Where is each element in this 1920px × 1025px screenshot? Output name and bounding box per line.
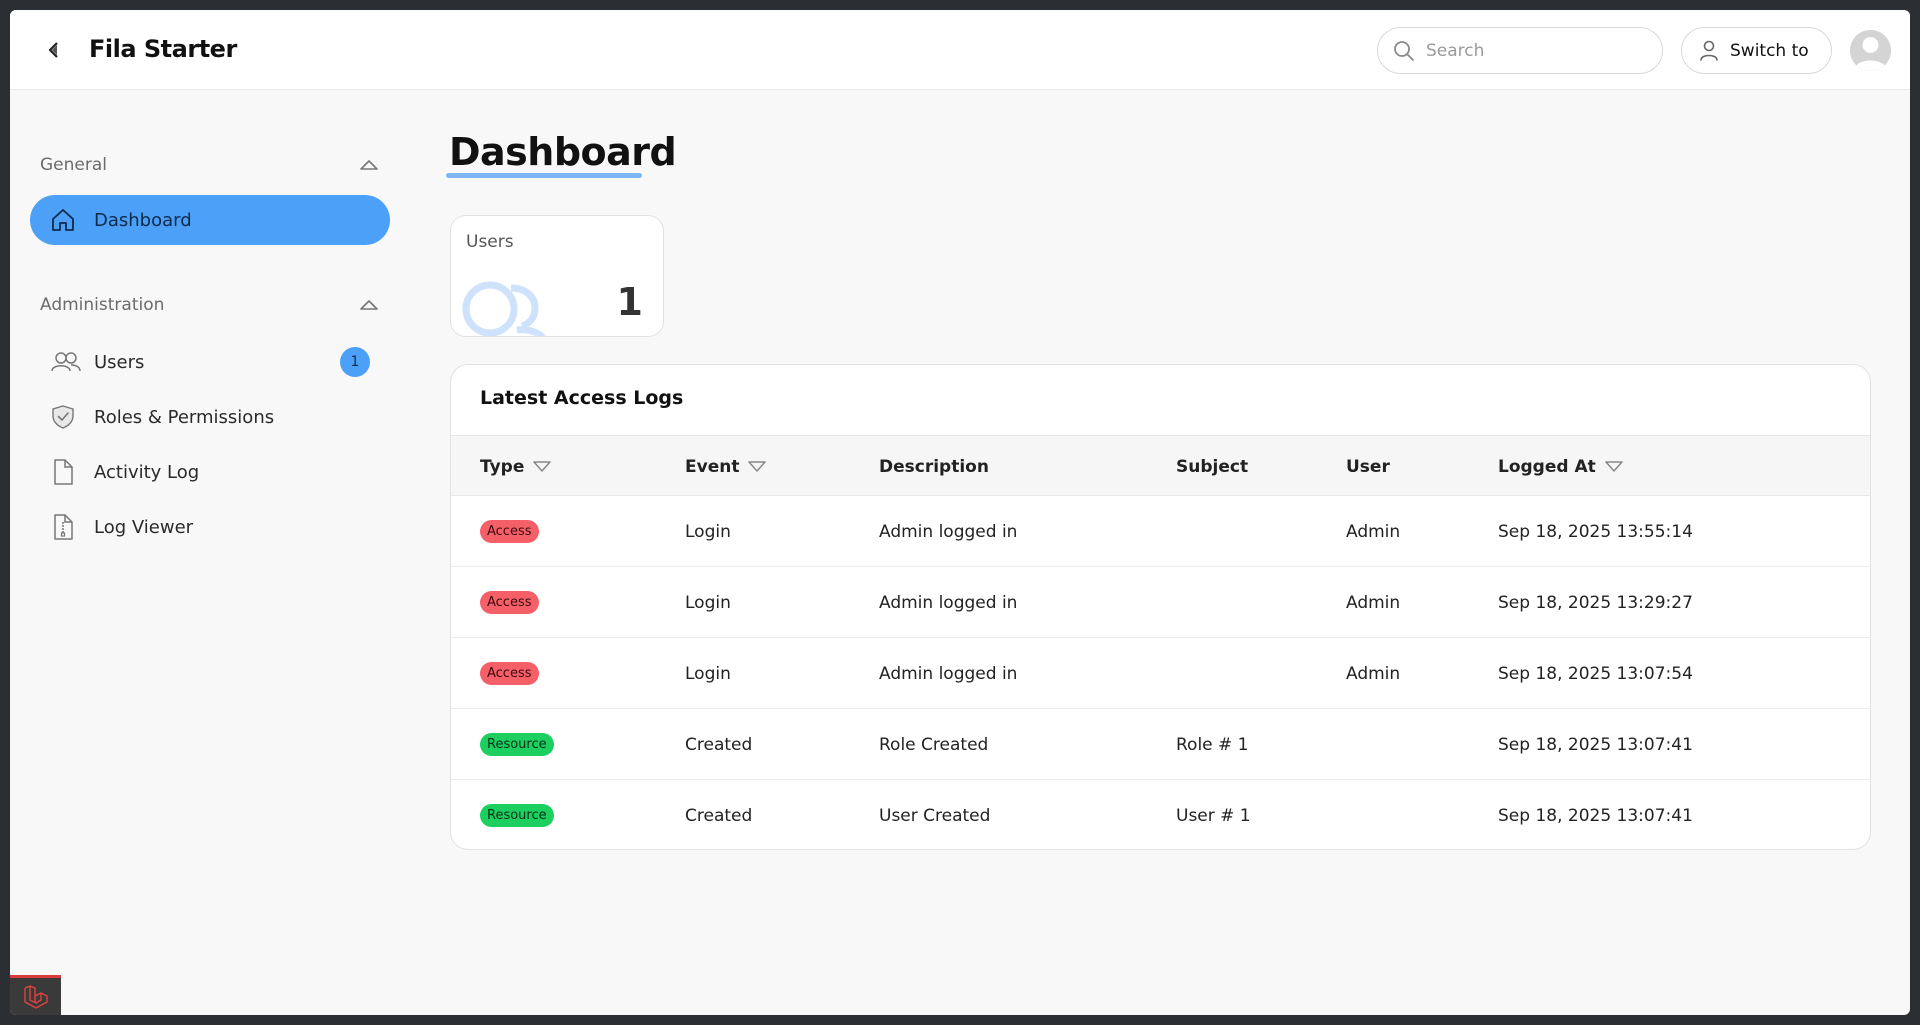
user-cell: Admin bbox=[1346, 592, 1401, 613]
column-label: Description bbox=[879, 456, 989, 477]
user-cell: Admin bbox=[1346, 521, 1401, 542]
users-count-badge: 1 bbox=[340, 347, 370, 377]
sidebar-item-label: Activity Log bbox=[94, 461, 200, 483]
column-header-subject: Subject bbox=[1176, 436, 1248, 497]
event-cell: Login bbox=[685, 663, 731, 684]
sidebar-item-label: Users bbox=[94, 351, 145, 373]
description-cell: Role Created bbox=[879, 734, 989, 755]
laravel-logo-icon bbox=[23, 984, 48, 1009]
table-body: Access Login Admin logged in Admin Sep 1… bbox=[451, 496, 1870, 849]
sort-down-icon bbox=[533, 461, 552, 472]
type-badge: Access bbox=[480, 520, 539, 543]
search-icon bbox=[1394, 40, 1414, 61]
type-badge: Access bbox=[480, 662, 539, 685]
subject-cell: User # 1 bbox=[1176, 805, 1251, 826]
table-row[interactable]: Resource Created User Created User # 1 S… bbox=[451, 780, 1870, 849]
sidebar-item-log-viewer[interactable]: Log Viewer bbox=[30, 502, 390, 552]
sidebar-item-dashboard[interactable]: Dashboard bbox=[30, 195, 390, 245]
sort-down-icon bbox=[1605, 461, 1623, 472]
logged-at-cell: Sep 18, 2025 13:29:27 bbox=[1498, 592, 1693, 613]
column-label: Type bbox=[480, 456, 525, 477]
type-badge: Resource bbox=[480, 733, 554, 756]
collapse-sidebar-button[interactable] bbox=[40, 36, 68, 64]
sidebar-group-label: General bbox=[40, 155, 107, 175]
sidebar: General Dashboard Administration bbox=[10, 90, 400, 1015]
column-label: Subject bbox=[1176, 456, 1249, 477]
switch-to-label: Switch to bbox=[1730, 40, 1809, 61]
user-icon bbox=[1700, 40, 1718, 61]
switch-to-button[interactable]: Switch to bbox=[1681, 27, 1832, 74]
column-label: Event bbox=[685, 456, 740, 477]
column-label: Logged At bbox=[1498, 456, 1596, 477]
table-row[interactable]: Access Login Admin logged in Admin Sep 1… bbox=[451, 496, 1870, 567]
sidebar-group-label: Administration bbox=[40, 295, 165, 315]
sidebar-item-users[interactable]: Users 1 bbox=[30, 337, 390, 387]
chevron-up-icon bbox=[360, 160, 378, 170]
logged-at-cell: Sep 18, 2025 13:07:41 bbox=[1498, 734, 1693, 755]
subject-cell: Role # 1 bbox=[1176, 734, 1249, 755]
users-icon bbox=[50, 350, 82, 374]
stat-label: Users bbox=[466, 232, 514, 252]
shield-check-icon bbox=[50, 404, 82, 430]
description-cell: Admin logged in bbox=[879, 592, 1018, 613]
user-avatar[interactable] bbox=[1850, 30, 1891, 71]
event-cell: Login bbox=[685, 592, 731, 613]
type-badge: Resource bbox=[480, 804, 554, 827]
sidebar-group-general[interactable]: General bbox=[40, 150, 380, 180]
logged-at-cell: Sep 18, 2025 13:07:54 bbox=[1498, 663, 1693, 684]
event-cell: Login bbox=[685, 521, 731, 542]
home-icon bbox=[50, 207, 82, 233]
stat-value: 1 bbox=[616, 280, 643, 324]
column-header-type[interactable]: Type bbox=[480, 436, 552, 497]
users-icon bbox=[459, 278, 569, 336]
sidebar-group-administration[interactable]: Administration bbox=[40, 290, 380, 320]
event-cell: Created bbox=[685, 805, 753, 826]
sidebar-item-roles-permissions[interactable]: Roles & Permissions bbox=[30, 392, 390, 442]
debugbar-toggle[interactable] bbox=[10, 975, 61, 1015]
column-header-user: User bbox=[1346, 436, 1390, 497]
chevron-left-icon bbox=[48, 42, 58, 58]
sidebar-item-label: Log Viewer bbox=[94, 516, 194, 538]
users-stat-card[interactable]: Users 1 bbox=[450, 215, 664, 337]
sidebar-item-label: Roles & Permissions bbox=[94, 406, 275, 428]
table-header: Type Event Description Subject User Logg… bbox=[451, 435, 1870, 496]
description-cell: Admin logged in bbox=[879, 521, 1018, 542]
table-row[interactable]: Resource Created Role Created Role # 1 S… bbox=[451, 709, 1870, 780]
app-brand[interactable]: Fila Starter bbox=[89, 35, 237, 63]
title-underline bbox=[446, 173, 642, 178]
search-input[interactable] bbox=[1426, 40, 1646, 61]
type-badge: Access bbox=[480, 591, 539, 614]
logged-at-cell: Sep 18, 2025 13:07:41 bbox=[1498, 805, 1693, 826]
table-row[interactable]: Access Login Admin logged in Admin Sep 1… bbox=[451, 638, 1870, 709]
user-cell: Admin bbox=[1346, 663, 1401, 684]
latest-access-logs-table: Latest Access Logs Type Event Descriptio… bbox=[450, 364, 1871, 850]
event-cell: Created bbox=[685, 734, 753, 755]
column-header-description: Description bbox=[879, 436, 989, 497]
page-title: Dashboard bbox=[449, 130, 677, 174]
column-header-logged-at[interactable]: Logged At bbox=[1498, 436, 1623, 497]
avatar-icon bbox=[1850, 30, 1891, 71]
sidebar-item-label: Dashboard bbox=[94, 209, 192, 231]
app-window: Fila Starter Switch to Gener bbox=[10, 10, 1910, 1015]
logged-at-cell: Sep 18, 2025 13:55:14 bbox=[1498, 521, 1693, 542]
global-search[interactable] bbox=[1377, 27, 1663, 74]
table-row[interactable]: Access Login Admin logged in Admin Sep 1… bbox=[451, 567, 1870, 638]
description-cell: Admin logged in bbox=[879, 663, 1018, 684]
document-icon bbox=[50, 458, 82, 486]
sort-down-icon bbox=[748, 461, 767, 472]
document-zip-icon bbox=[50, 513, 82, 541]
sidebar-item-activity-log[interactable]: Activity Log bbox=[30, 447, 390, 497]
table-title: Latest Access Logs bbox=[480, 387, 684, 409]
column-label: User bbox=[1346, 456, 1390, 477]
column-header-event[interactable]: Event bbox=[685, 436, 767, 497]
description-cell: User Created bbox=[879, 805, 991, 826]
top-bar: Fila Starter Switch to bbox=[10, 10, 1910, 90]
chevron-up-icon bbox=[360, 300, 378, 310]
